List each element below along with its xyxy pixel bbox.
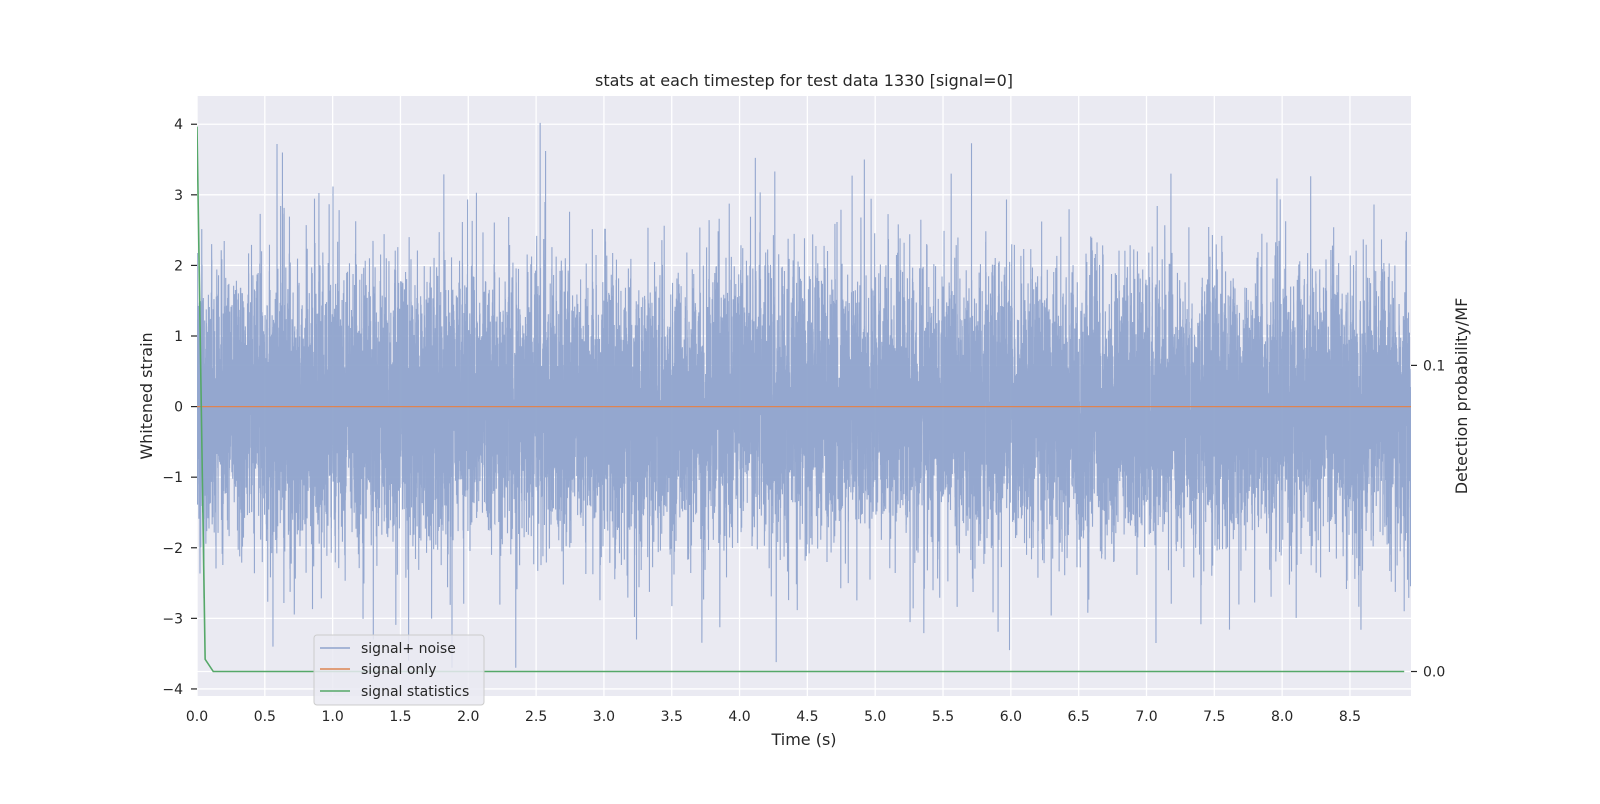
x-tick-label: 3.5: [661, 709, 683, 725]
y-tick-label: −2: [162, 541, 183, 557]
series-line-signal-statistics: [197, 126, 1405, 673]
x-tick-label: 2.5: [525, 709, 547, 725]
y2-tick-label: 0.0: [1423, 665, 1445, 681]
x-tick-label: 1.5: [389, 709, 411, 725]
chart-title: stats at each timestep for test data 133…: [595, 71, 1013, 90]
x-tick-label: 5.0: [864, 709, 886, 725]
x-tick-label: 2.0: [457, 709, 479, 725]
x-tick-label: 0.5: [254, 709, 276, 725]
x-tick-label: 4.5: [796, 709, 818, 725]
x-tick-label: 7.0: [1135, 709, 1157, 725]
x-tick-label: 8.0: [1271, 709, 1293, 725]
series-layer: [197, 122, 1411, 673]
y-tick-label: 0: [174, 400, 183, 416]
y-tick-label: 2: [174, 258, 183, 274]
x-tick-label: 6.5: [1068, 709, 1090, 725]
x-tick-label: 4.0: [728, 709, 750, 725]
x-axis-label: Time (s): [770, 730, 836, 749]
ticks-layer: 0.0 0.5 1.0 1.5 2.0 2.5 3.0 3.5 4.0 4.5 5.0 5.5 6.0 6…: [162, 117, 1445, 725]
legend-label-signal-statistics: signal statistics: [361, 684, 469, 700]
x-tick-label: 0.0: [186, 709, 208, 725]
y-tick-label: −3: [162, 611, 183, 627]
y-tick-label: −4: [162, 682, 183, 698]
y-tick-label: 3: [174, 188, 183, 204]
x-tick-label: 5.5: [932, 709, 954, 725]
y-tick-label: 1: [174, 329, 183, 345]
x-tick-label: 7.5: [1203, 709, 1225, 725]
legend-frame: [313, 634, 485, 706]
x-tick-label: 8.5: [1339, 709, 1361, 725]
series-line-signal-noise: [197, 122, 1411, 668]
legend-label-signal-only: signal only: [361, 662, 436, 678]
y-tick-label: −1: [162, 470, 183, 486]
y2-axis-label: Detection probability/MF: [1452, 298, 1471, 495]
y-axis-label: Whitened strain: [137, 332, 156, 459]
x-tick-label: 3.0: [593, 709, 615, 725]
y2-tick-label: 0.1: [1423, 358, 1445, 374]
x-tick-label: 6.0: [1000, 709, 1022, 725]
x-tick-label: 1.0: [322, 709, 344, 725]
y-tick-label: 4: [174, 117, 183, 133]
legend-label-signal-noise: signal+ noise: [361, 641, 456, 657]
legend: signal+ noise signal only signal statist…: [313, 634, 485, 706]
